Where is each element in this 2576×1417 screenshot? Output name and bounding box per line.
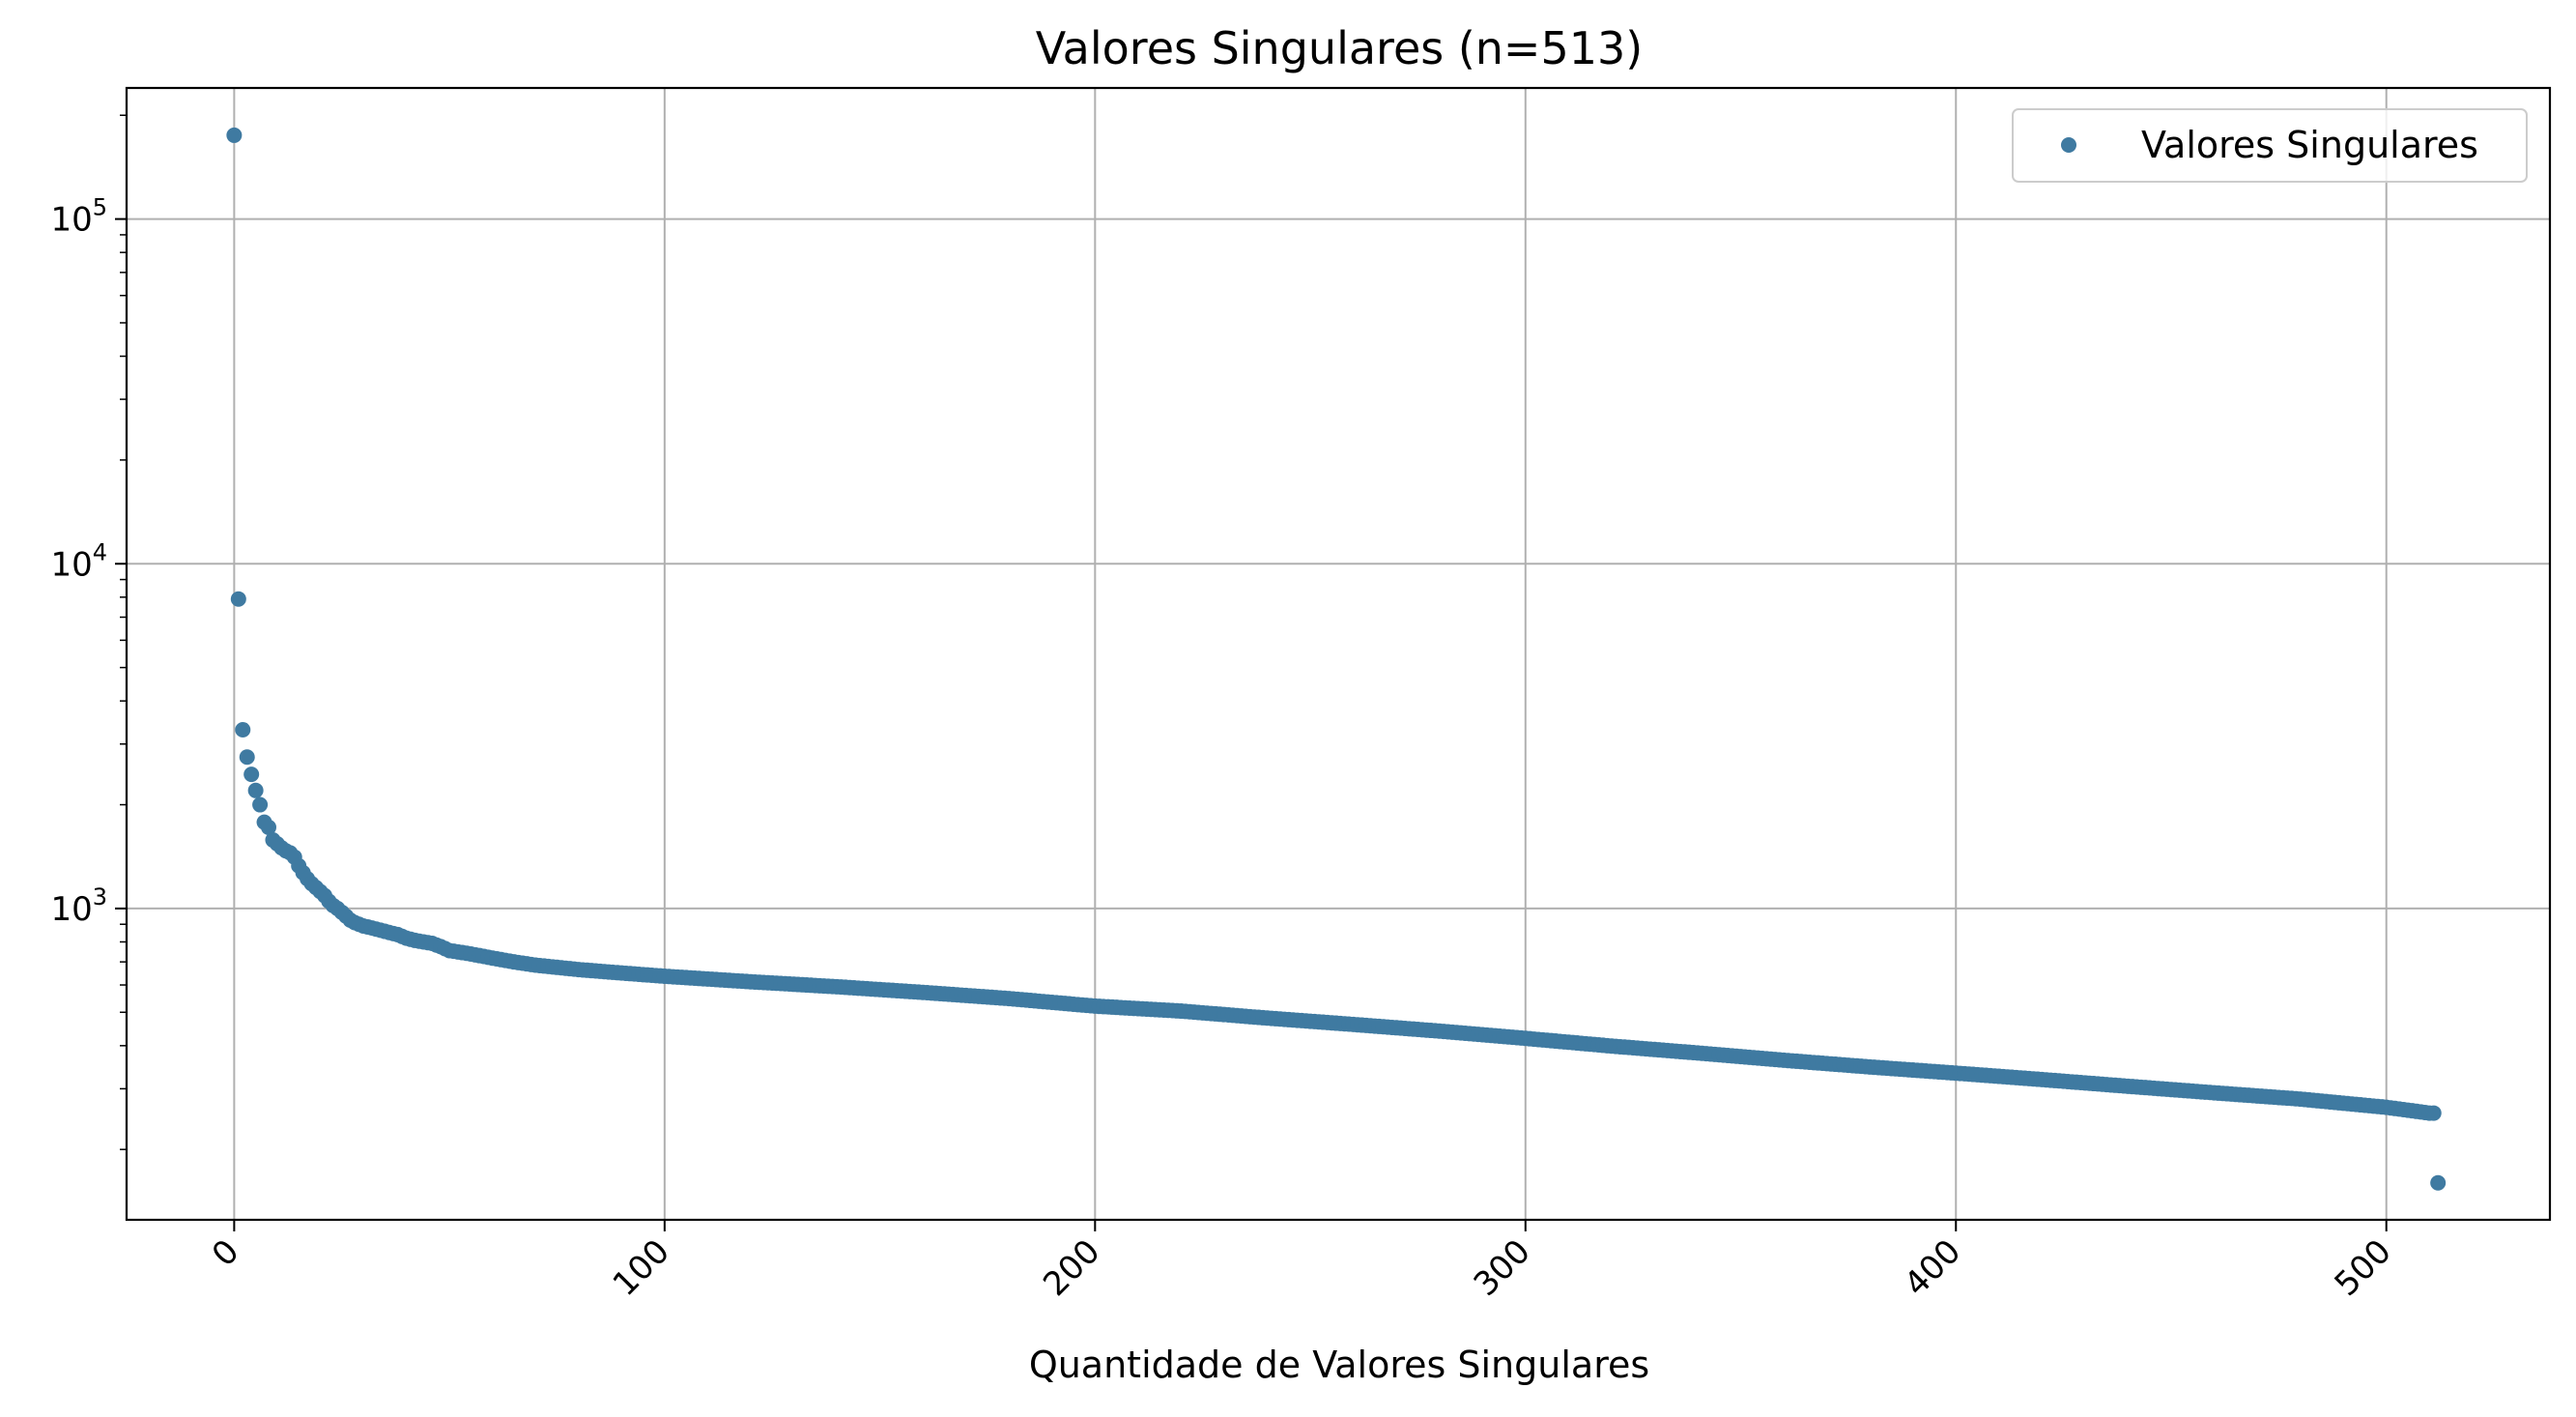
y-axis: 103 104 105 [50, 114, 127, 1150]
y-tick-label: 105 [50, 194, 107, 240]
data-point [252, 796, 269, 813]
data-point [2425, 1105, 2442, 1121]
x-axis-label: Quantidade de Valores Singulares [1029, 1344, 1649, 1386]
chart-title: Valores Singulares (n=513) [1036, 22, 1643, 74]
y-tick-label: 104 [50, 538, 107, 584]
data-point [230, 591, 246, 607]
data-point [243, 766, 260, 783]
legend-label: Valores Singulares [2141, 124, 2478, 166]
legend-marker [2061, 137, 2076, 153]
data-point [235, 721, 251, 737]
plot-frame [125, 86, 2552, 1222]
data-point [239, 749, 255, 766]
data-point [2430, 1174, 2447, 1191]
grid [127, 88, 2550, 1220]
data-point [261, 819, 277, 835]
legend-box [2012, 108, 2528, 183]
series-points [226, 127, 2447, 1191]
data-point [247, 782, 264, 798]
data-point [226, 127, 243, 143]
legend: Valores Singulares [2012, 108, 2528, 183]
y-tick-label: 103 [50, 883, 107, 929]
